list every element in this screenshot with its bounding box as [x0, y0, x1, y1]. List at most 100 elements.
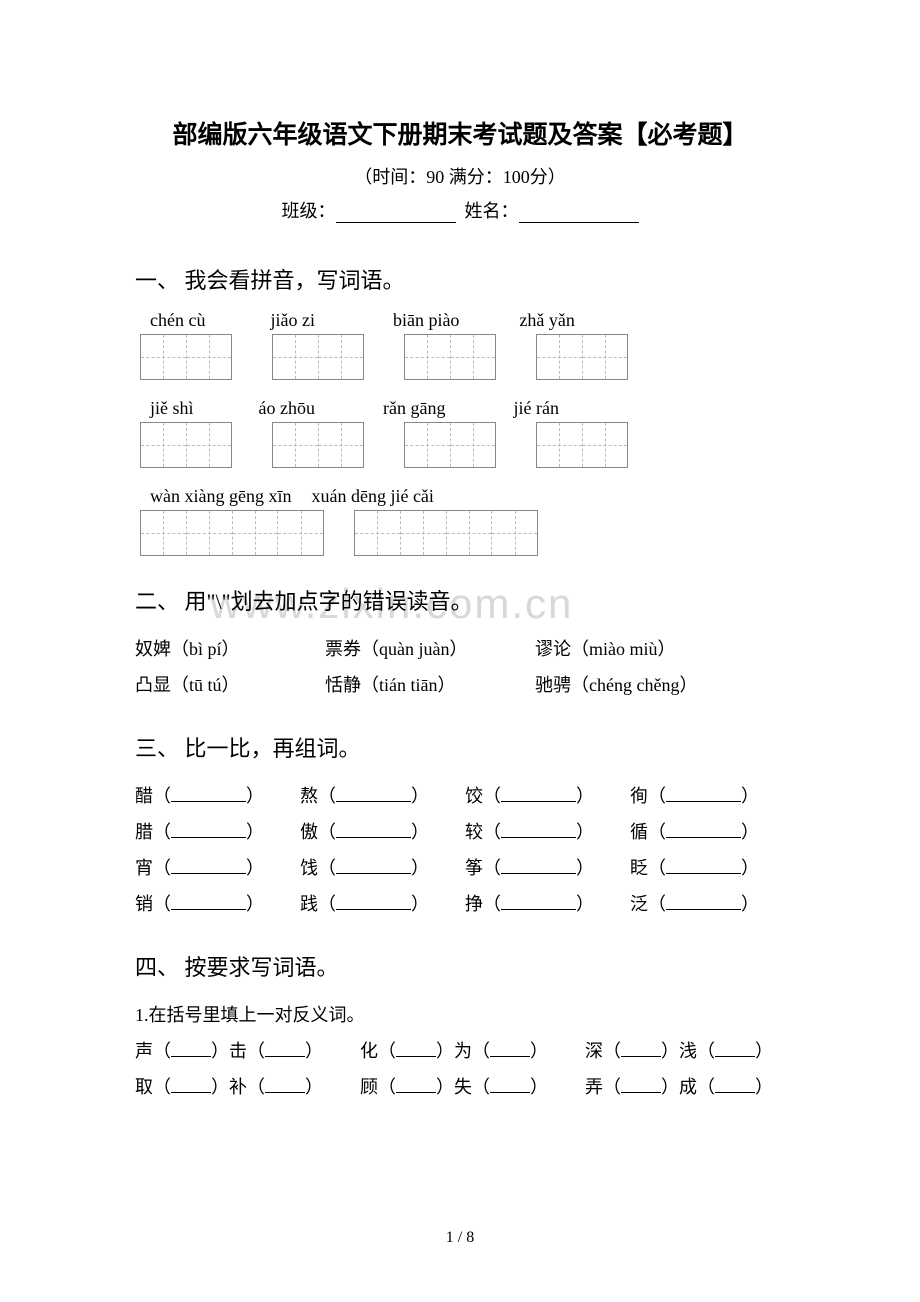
s4-char: 成 — [679, 1077, 697, 1097]
class-name-line: 班级： 姓名： — [135, 197, 785, 223]
pinyin-label: jiǎo zi — [270, 310, 314, 331]
blank — [666, 837, 741, 838]
s3-char: 挣 — [465, 894, 483, 914]
section-3-body: 醋（） 熬（） 饺（） 徇（） 腊（） 傲（） 较（） 循（） 宵（） 饯（） … — [135, 778, 785, 922]
s3-row: 醋（） 熬（） 饺（） 徇（） — [135, 778, 785, 814]
grid-row-1 — [140, 334, 785, 380]
pinyin-row-2: jiě shì áo zhōu rǎn gāng jié rán — [150, 398, 785, 419]
blank — [265, 1056, 305, 1057]
char-box — [140, 334, 232, 380]
s3-char: 较 — [465, 822, 483, 842]
s3-char: 傲 — [300, 822, 318, 842]
s2-item: 票券（quàn juàn） — [325, 631, 535, 667]
name-label: 姓名： — [465, 201, 519, 221]
blank — [396, 1056, 436, 1057]
pinyin-label: rǎn gāng — [383, 398, 445, 419]
s3-row: 腊（） 傲（） 较（） 循（） — [135, 814, 785, 850]
s4-char: 深 — [585, 1041, 603, 1061]
pinyin-label: jiě shì — [150, 398, 194, 419]
s3-char: 循 — [630, 822, 648, 842]
blank — [171, 909, 246, 910]
blank — [666, 909, 741, 910]
section-3-title: 三、 比一比，再组词。 — [135, 731, 785, 763]
blank — [715, 1056, 755, 1057]
pinyin-label: áo zhōu — [259, 398, 315, 419]
s2-item: 恬静（tián tiān） — [325, 667, 535, 703]
s4-char: 声 — [135, 1041, 153, 1061]
char-box — [272, 334, 364, 380]
pinyin-label: chén cù — [150, 310, 205, 331]
s3-char: 筝 — [465, 858, 483, 878]
blank — [501, 801, 576, 802]
blank — [171, 1092, 211, 1093]
blank — [501, 837, 576, 838]
s4-sub: 1.在括号里填上一对反义词。 — [135, 997, 785, 1033]
pinyin-row-3: wàn xiàng gēng xīn xuán dēng jié cǎi — [150, 486, 785, 507]
grid-row-2 — [140, 422, 785, 468]
blank — [666, 801, 741, 802]
s4-char: 为 — [454, 1041, 472, 1061]
blank — [336, 801, 411, 802]
char-box — [140, 422, 232, 468]
char-box — [536, 334, 628, 380]
s4-char: 击 — [229, 1041, 247, 1061]
blank — [171, 1056, 211, 1057]
page-number: 1 / 8 — [0, 1229, 920, 1247]
pinyin-label: biān piào — [393, 310, 459, 331]
s2-item: 奴婢（bì pí） — [135, 631, 325, 667]
s4-char: 化 — [360, 1041, 378, 1061]
s3-char: 饯 — [300, 858, 318, 878]
s3-char: 腊 — [135, 822, 153, 842]
s3-char: 销 — [135, 894, 153, 914]
blank — [501, 873, 576, 874]
char-box — [404, 422, 496, 468]
s3-char: 宵 — [135, 858, 153, 878]
s3-char: 眨 — [630, 858, 648, 878]
s3-char: 饺 — [465, 786, 483, 806]
blank — [265, 1092, 305, 1093]
blank — [396, 1092, 436, 1093]
s3-char: 践 — [300, 894, 318, 914]
s4-char: 弄 — [585, 1077, 603, 1097]
char-box — [140, 510, 324, 556]
pinyin-label: xuán dēng jié cǎi — [311, 486, 433, 507]
pinyin-row-1: chén cù jiǎo zi biān piào zhǎ yǎn — [150, 310, 785, 331]
s2-item: 谬论（miào miù） — [535, 631, 676, 667]
s3-char: 泛 — [630, 894, 648, 914]
s4-char: 顾 — [360, 1077, 378, 1097]
blank — [336, 837, 411, 838]
pinyin-label: jié rán — [513, 398, 558, 419]
s3-char: 醋 — [135, 786, 153, 806]
blank — [666, 873, 741, 874]
section-1-title: 一、 我会看拼音，写词语。 — [135, 263, 785, 295]
pinyin-label: zhǎ yǎn — [519, 310, 574, 331]
s4-char: 取 — [135, 1077, 153, 1097]
blank — [171, 837, 246, 838]
class-blank — [336, 205, 456, 223]
blank — [621, 1092, 661, 1093]
blank — [621, 1056, 661, 1057]
pinyin-label: wàn xiàng gēng xīn — [150, 486, 291, 507]
s3-row: 宵（） 饯（） 筝（） 眨（） — [135, 850, 785, 886]
s3-row: 销（） 践（） 挣（） 泛（） — [135, 886, 785, 922]
section-2-body: 奴婢（bì pí） 票券（quàn juàn） 谬论（miào miù） 凸显（… — [135, 631, 785, 703]
blank — [490, 1056, 530, 1057]
s4-row: 声（）击（） 化（）为（） 深（）浅（） — [135, 1033, 785, 1069]
section-4-title: 四、 按要求写词语。 — [135, 950, 785, 982]
char-box — [354, 510, 538, 556]
s3-char: 徇 — [630, 786, 648, 806]
s2-item: 驰骋（chéng chěng） — [535, 667, 697, 703]
s3-char: 熬 — [300, 786, 318, 806]
blank — [336, 873, 411, 874]
section-2-title: 二、 用"\"划去加点字的错误读音。 — [135, 584, 785, 616]
blank — [171, 873, 246, 874]
name-blank — [519, 205, 639, 223]
page-title: 部编版六年级语文下册期末考试题及答案【必考题】 — [135, 115, 785, 151]
blank — [501, 909, 576, 910]
s4-char: 补 — [229, 1077, 247, 1097]
grid-row-3 — [140, 510, 785, 556]
char-box — [404, 334, 496, 380]
s4-char: 失 — [454, 1077, 472, 1097]
blank — [336, 909, 411, 910]
s4-char: 浅 — [679, 1041, 697, 1061]
